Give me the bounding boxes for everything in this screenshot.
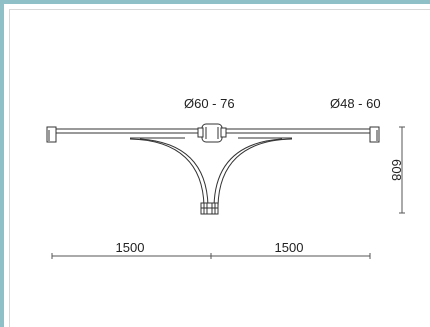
span-right-label: 1500 bbox=[275, 240, 304, 255]
central-hub bbox=[197, 123, 227, 143]
curved-arms bbox=[129, 137, 293, 207]
pole-socket bbox=[200, 202, 219, 215]
end-diameter-label: Ø48 - 60 bbox=[330, 96, 381, 111]
center-diameter-label: Ø60 - 76 bbox=[184, 96, 235, 111]
left-end-cap bbox=[46, 126, 57, 143]
span-left-label: 1500 bbox=[116, 240, 145, 255]
span-dimension bbox=[51, 253, 371, 259]
frame-inner-line bbox=[9, 9, 430, 327]
height-dimension bbox=[399, 126, 405, 214]
height-label: 608 bbox=[389, 159, 404, 181]
right-end-cap bbox=[369, 126, 380, 143]
